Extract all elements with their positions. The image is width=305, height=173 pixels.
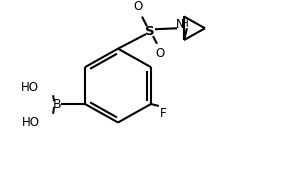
- Text: S: S: [145, 25, 155, 38]
- Text: O: O: [133, 0, 143, 13]
- Text: HO: HO: [22, 116, 40, 129]
- Text: B: B: [53, 98, 61, 111]
- Text: H: H: [181, 19, 189, 29]
- Text: O: O: [155, 47, 165, 60]
- Text: N: N: [176, 18, 185, 31]
- Text: F: F: [160, 107, 167, 120]
- Text: HO: HO: [21, 81, 39, 94]
